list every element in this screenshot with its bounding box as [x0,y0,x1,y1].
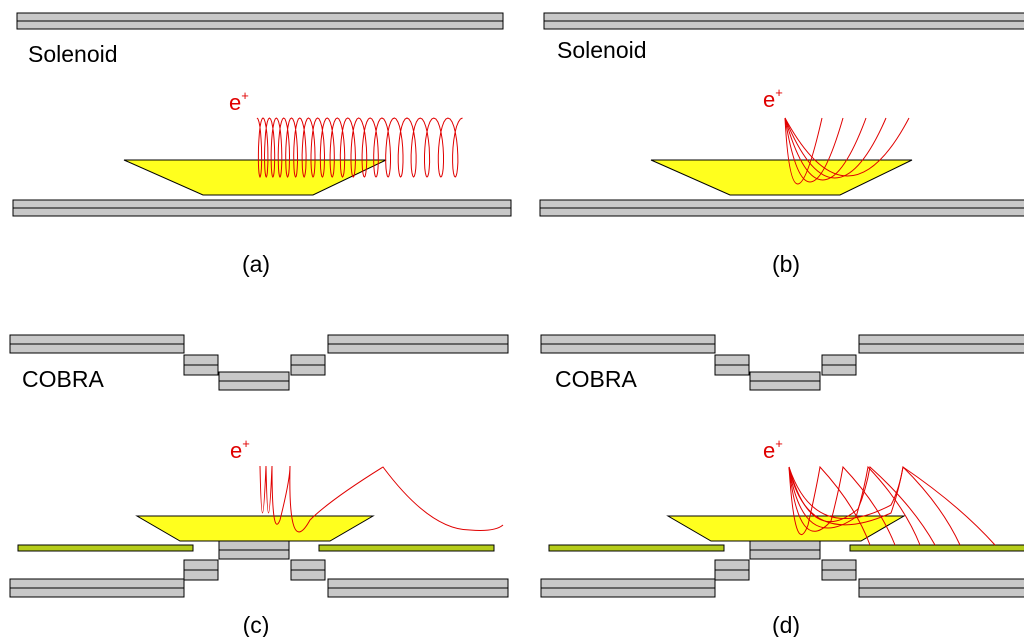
charge: + [775,436,783,451]
caption: (a) [242,251,270,277]
particle-label: e+ [763,85,783,112]
magnet-label: COBRA [22,366,104,392]
target [651,160,912,195]
panel-b: Solenoid e+ (b) [540,13,1024,277]
page: Solenoid e+ (a) Solenoid e+ (b) COBRA e+… [0,0,1024,637]
charge: + [242,436,250,451]
target [668,516,904,541]
charge: + [775,85,783,100]
particle: e [763,87,775,112]
particle: e [230,438,242,463]
magnet-label: Solenoid [557,37,647,63]
particle-label: e+ [763,436,783,463]
panel-a: Solenoid e+ (a) [13,13,511,277]
charge: + [241,88,249,103]
particle-label: e+ [230,436,250,463]
shield [850,545,1024,551]
target [124,160,386,195]
caption: (c) [243,612,270,637]
shield [319,545,494,551]
shield [18,545,193,551]
figure: Solenoid e+ (a) Solenoid e+ (b) COBRA e+… [0,0,1024,637]
caption: (b) [772,251,800,277]
particle: e [229,90,241,115]
particle: e [763,438,775,463]
particle-label: e+ [229,88,249,115]
panel-c: COBRA e+ (c) [10,335,508,637]
magnet-label: Solenoid [28,41,118,67]
panel-d: COBRA e+ (d) [541,335,1024,637]
caption: (d) [772,612,800,637]
shield [549,545,724,551]
target [137,516,373,541]
magnet-label: COBRA [555,366,637,392]
